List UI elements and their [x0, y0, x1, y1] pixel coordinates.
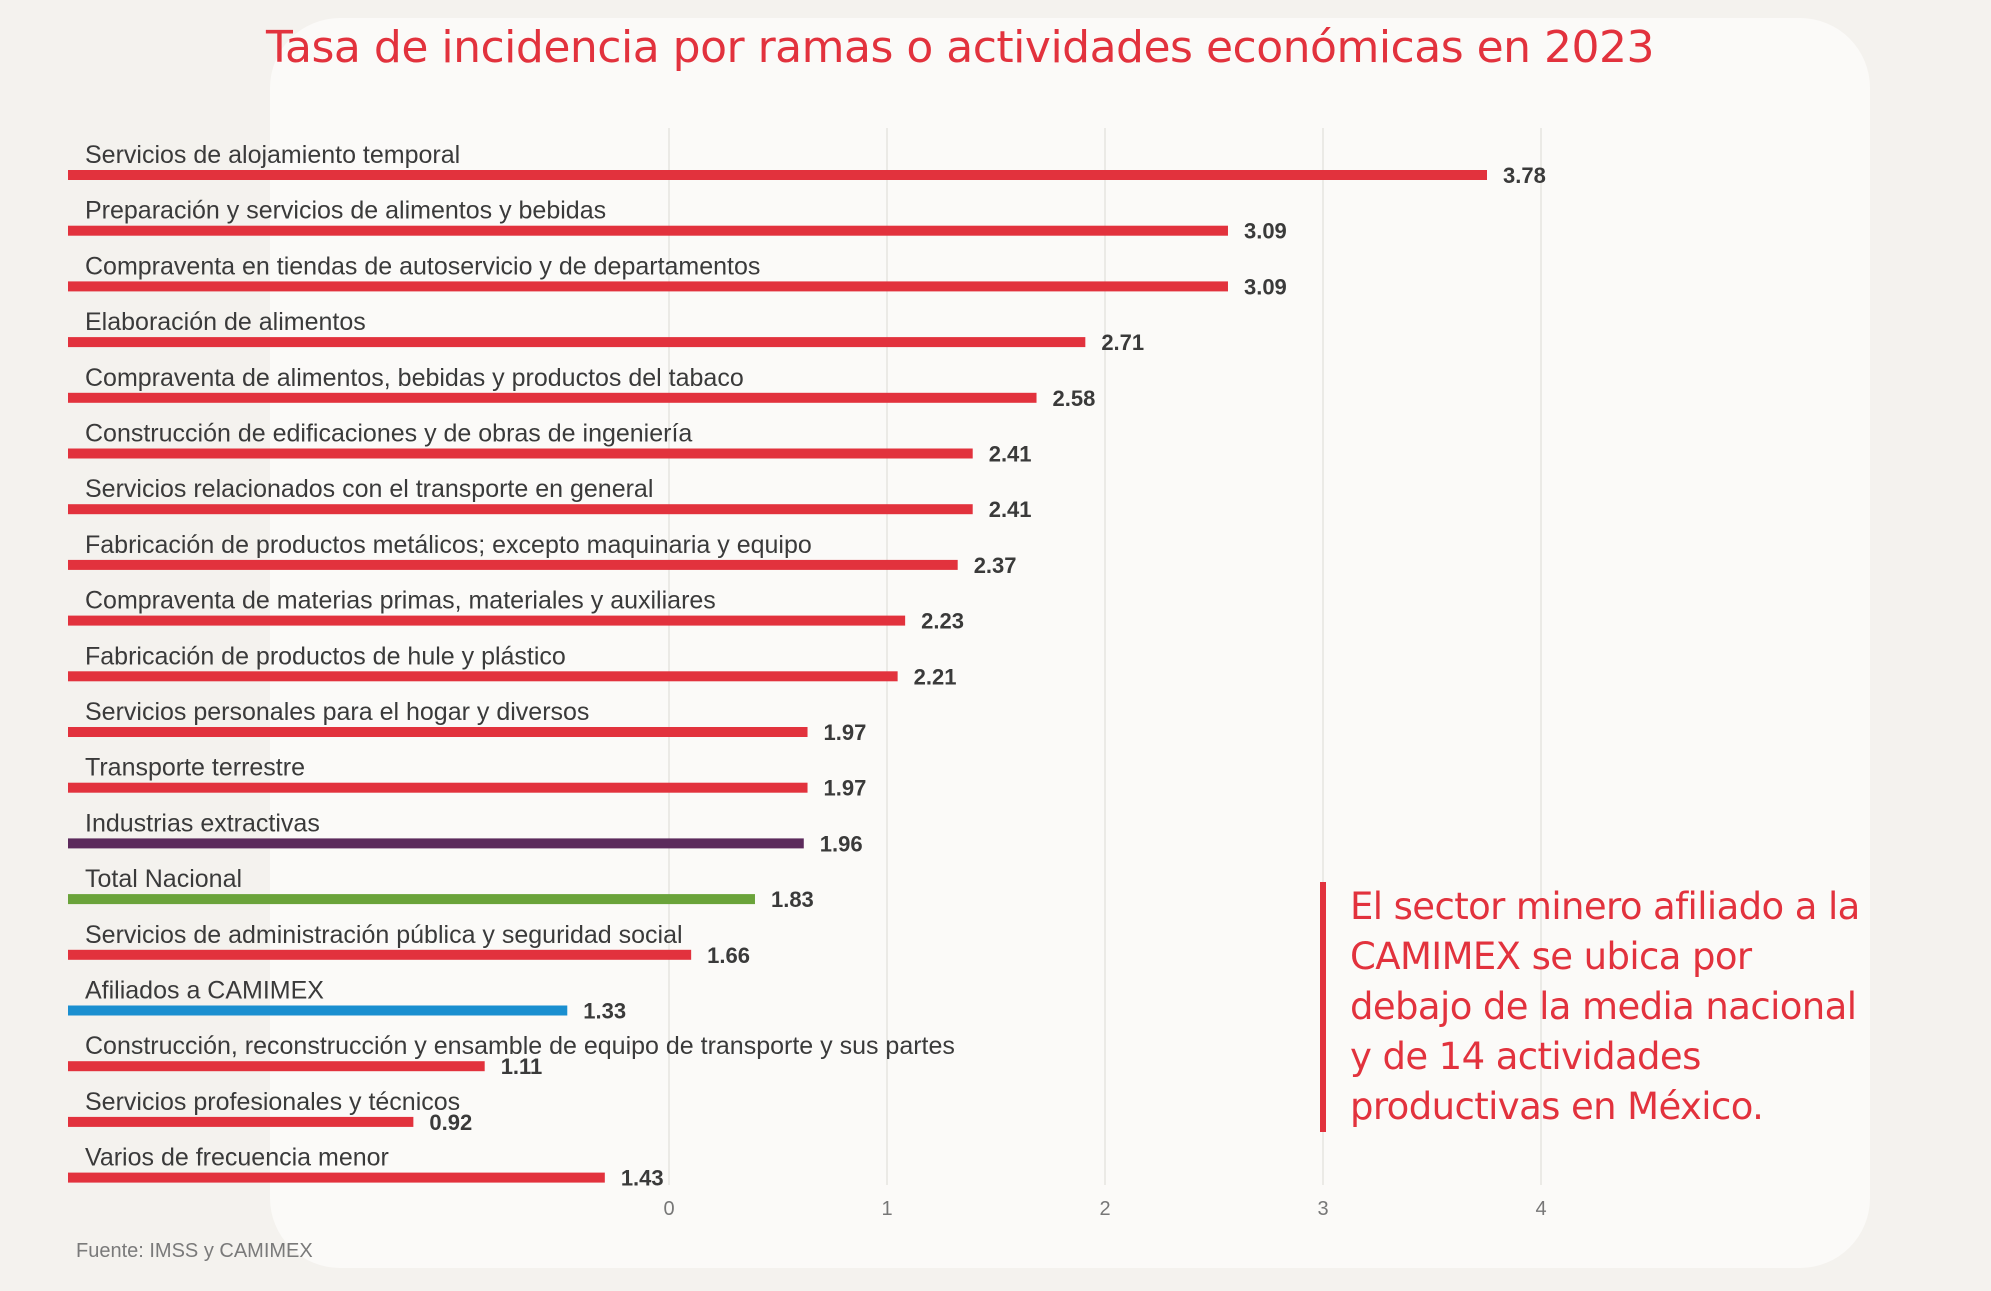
- bar: [68, 1061, 485, 1072]
- bar: [68, 671, 898, 682]
- value-label: 3.78: [1503, 163, 1546, 188]
- x-tick-label: 3: [1317, 1198, 1328, 1220]
- chart-title: Tasa de incidencia por ramas o actividad…: [265, 22, 1655, 73]
- category-label: Compraventa de materias primas, material…: [85, 587, 716, 615]
- value-label: 1.66: [707, 943, 750, 968]
- value-label: 1.83: [771, 887, 814, 912]
- callout-accent-bar: [1320, 882, 1326, 1132]
- value-label: 1.97: [824, 720, 867, 745]
- category-label: Servicios de administración pública y se…: [85, 921, 683, 949]
- bar: [68, 727, 808, 737]
- category-label: Servicios de alojamiento temporal: [85, 141, 460, 169]
- category-label: Preparación y servicios de alimentos y b…: [85, 197, 606, 225]
- value-label: 2.41: [989, 442, 1032, 467]
- bar: [68, 392, 1037, 403]
- value-label: 2.58: [1053, 386, 1096, 411]
- bar: [68, 504, 973, 515]
- callout-text: El sector minero afiliado a la CAMIMEX s…: [1350, 885, 1860, 1128]
- callout: El sector minero afiliado a la CAMIMEX s…: [1320, 882, 1860, 1132]
- bar: [68, 1116, 414, 1127]
- source-note: Fuente: IMSS y CAMIMEX: [76, 1240, 313, 1262]
- category-label: Industrias extractivas: [85, 809, 320, 837]
- value-label: 1.43: [621, 1166, 664, 1191]
- category-label: Afiliados a CAMIMEX: [85, 977, 324, 1005]
- x-tick-label: 2: [1099, 1198, 1110, 1220]
- bar: [68, 281, 1228, 292]
- category-label: Servicios profesionales y técnicos: [85, 1088, 460, 1116]
- labels: Servicios de alojamiento temporal 3.78 Pre…: [85, 141, 1546, 1191]
- category-label: Servicios personales para el hogar y div…: [85, 698, 589, 726]
- bar: [68, 225, 1228, 236]
- value-label: 2.37: [974, 553, 1017, 578]
- category-label: Varios de frecuencia menor: [85, 1144, 389, 1172]
- category-label: Construcción, reconstrucción y ensamble …: [85, 1032, 955, 1060]
- bar: [68, 1172, 605, 1183]
- category-label: Compraventa de alimentos, bebidas y prod…: [85, 364, 744, 392]
- value-label: 1.11: [501, 1054, 543, 1079]
- bar: [68, 782, 808, 793]
- bar: [68, 448, 973, 459]
- bar: [68, 559, 958, 570]
- category-label: Construcción de edificaciones y de obras…: [85, 420, 692, 448]
- category-label: Transporte terrestre: [85, 754, 305, 782]
- bar: [68, 337, 1086, 348]
- value-label: 3.09: [1244, 274, 1287, 299]
- category-label: Fabricación de productos metálicos; exce…: [85, 531, 812, 559]
- category-label: Compraventa en tiendas de autoservicio y…: [85, 252, 760, 280]
- x-axis-ticks: 0 1 2 3 4: [663, 1198, 1546, 1220]
- value-label: 2.23: [921, 609, 964, 634]
- value-label: 3.09: [1244, 219, 1287, 244]
- x-tick-label: 1: [881, 1198, 892, 1220]
- bar: [68, 615, 906, 626]
- value-label: 2.21: [914, 664, 957, 689]
- x-tick-label: 0: [663, 1198, 674, 1220]
- category-label: Fabricación de productos de hule y plást…: [85, 642, 566, 670]
- value-label: 2.71: [1101, 330, 1144, 355]
- bar: [68, 170, 1487, 180]
- bar: [68, 1005, 568, 1016]
- value-label: 0.92: [429, 1110, 472, 1135]
- bar: [68, 894, 755, 905]
- category-label: Total Nacional: [85, 865, 242, 893]
- x-tick-label: 4: [1535, 1198, 1546, 1220]
- value-label: 1.33: [583, 999, 626, 1024]
- value-label: 1.97: [824, 776, 867, 801]
- value-label: 2.41: [989, 497, 1032, 522]
- value-label: 1.96: [820, 831, 863, 856]
- category-label: Elaboración de alimentos: [85, 308, 366, 336]
- bar: [68, 949, 692, 960]
- bar: [68, 838, 804, 849]
- bars: [68, 170, 1487, 1183]
- category-label: Servicios relacionados con el transporte…: [85, 475, 653, 503]
